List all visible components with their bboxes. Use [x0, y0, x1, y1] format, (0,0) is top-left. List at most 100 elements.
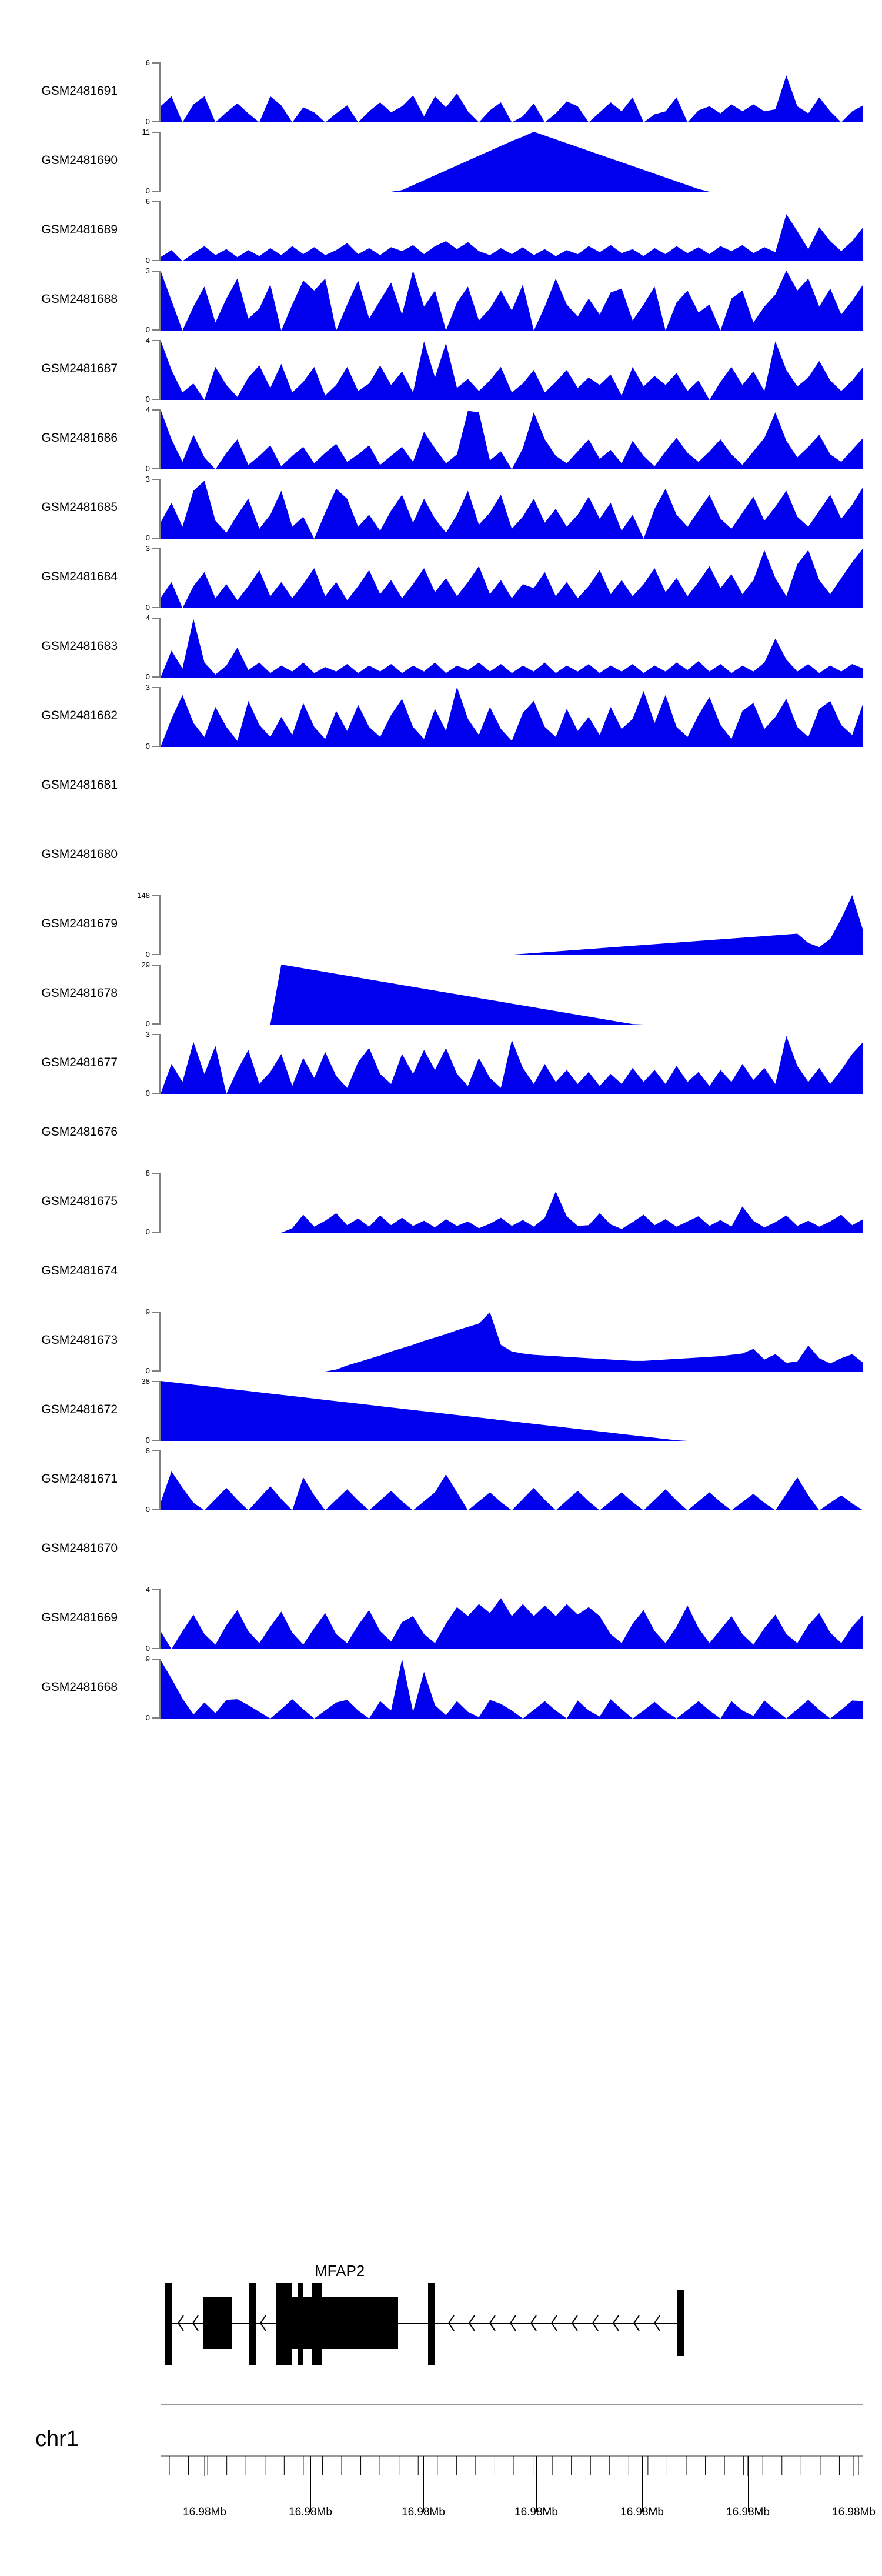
y-axis-min-label: 0 — [145, 1089, 150, 1097]
y-axis-tick-max — [152, 479, 161, 480]
y-axis-tick-min — [152, 1370, 161, 1372]
y-axis — [151, 618, 161, 678]
y-axis-tick-max — [152, 271, 161, 272]
coverage-area — [161, 271, 863, 331]
y-axis-tick-min — [152, 260, 161, 261]
chromosome-label: chr1 — [35, 2427, 79, 2451]
y-axis-min-label: 0 — [145, 186, 150, 195]
y-axis-min-label: 0 — [145, 1505, 150, 1514]
y-axis-line — [159, 62, 161, 122]
y-axis-tick-min — [152, 538, 161, 539]
y-axis-max-label: 148 — [137, 891, 150, 900]
y-axis-line — [159, 340, 161, 400]
y-axis-max-label: 4 — [145, 613, 150, 622]
coverage-area — [161, 1659, 863, 1719]
gene-model-track: MFAP2 — [0, 2258, 882, 2370]
coverage-area — [161, 965, 863, 1025]
coverage-track: GSM2481673 9 0 — [0, 1306, 882, 1375]
coverage-track: GSM2481687 4 0 — [0, 334, 882, 403]
y-axis-max-label: 3 — [145, 544, 150, 553]
coverage-area — [161, 687, 863, 747]
chromosome-axis-track: chr1 16.98Mb 16.98Mb 16.98Mb 16.98Mb 16.98Mb 1… — [0, 2400, 882, 2564]
y-axis-line — [159, 1312, 161, 1372]
y-axis-max-label: 4 — [145, 1585, 150, 1594]
coverage-track: GSM2481678 29 0 — [0, 959, 882, 1028]
y-axis — [151, 1381, 161, 1441]
y-axis-line — [159, 965, 161, 1025]
y-axis-min-label: 0 — [145, 117, 150, 126]
y-axis-max-label: 8 — [145, 1169, 150, 1177]
coverage-track: GSM2481677 3 0 — [0, 1028, 882, 1097]
y-axis-line — [159, 1659, 161, 1719]
track-label-GSM2481673: GSM2481673 — [41, 1333, 118, 1347]
gene-model-svg — [165, 2283, 684, 2365]
chromosome-tick-label: 16.98Mb — [832, 2506, 876, 2518]
y-axis-tick-min — [152, 676, 161, 678]
y-axis-tick-max — [152, 1450, 161, 1451]
y-axis-max-label: 9 — [145, 1654, 150, 1663]
coverage-area — [161, 409, 863, 469]
y-axis-tick-min — [152, 1717, 161, 1719]
y-axis-tick-min — [152, 191, 161, 192]
coverage-track: GSM2481680 — [0, 820, 882, 889]
coverage-track: GSM2481671 8 0 — [0, 1444, 882, 1514]
y-axis-tick-max — [152, 548, 161, 549]
y-axis-line — [159, 479, 161, 539]
track-label-GSM2481681: GSM2481681 — [41, 778, 118, 792]
coverage-area — [161, 201, 863, 261]
coverage-area — [161, 340, 863, 400]
y-axis-tick-min — [152, 1440, 161, 1441]
track-label-GSM2481687: GSM2481687 — [41, 362, 118, 375]
coverage-area — [161, 132, 863, 192]
track-label-GSM2481684: GSM2481684 — [41, 570, 118, 583]
track-label-GSM2481672: GSM2481672 — [41, 1403, 118, 1416]
track-label-GSM2481670: GSM2481670 — [41, 1541, 118, 1555]
y-axis — [151, 271, 161, 331]
coverage-track: GSM2481689 6 0 — [0, 195, 882, 265]
y-axis-tick-max — [152, 1312, 161, 1313]
y-axis-max-label: 8 — [145, 1446, 150, 1455]
coverage-track: GSM2481683 4 0 — [0, 612, 882, 681]
chromosome-tick-label: 16.98Mb — [726, 2506, 770, 2518]
y-axis-line — [159, 271, 161, 331]
y-axis-max-label: 4 — [145, 405, 150, 414]
coverage-track: GSM2481682 3 0 — [0, 681, 882, 750]
track-label-GSM2481678: GSM2481678 — [41, 986, 118, 1000]
chromosome-major-tick — [423, 2456, 424, 2512]
chromosome-tick-label: 16.98Mb — [183, 2506, 226, 2518]
track-label-GSM2481680: GSM2481680 — [41, 847, 118, 861]
y-axis-line — [159, 1450, 161, 1510]
coverage-track: GSM2481690 11 0 — [0, 126, 882, 195]
y-axis-tick-max — [152, 895, 161, 896]
coverage-area — [161, 1173, 863, 1233]
y-axis-tick-max — [152, 618, 161, 619]
coverage-track: GSM2481669 4 0 — [0, 1583, 882, 1653]
y-axis-max-label: 3 — [145, 266, 150, 275]
y-axis — [151, 409, 161, 469]
coverage-track: GSM2481672 38 0 — [0, 1375, 882, 1444]
y-axis-tick-min — [152, 399, 161, 400]
coverage-track: GSM2481675 8 0 — [0, 1167, 882, 1236]
y-axis-min-label: 0 — [145, 1436, 150, 1444]
y-axis-min-label: 0 — [145, 1713, 150, 1722]
y-axis-line — [159, 548, 161, 608]
y-axis-min-label: 0 — [145, 1227, 150, 1236]
coverage-area — [161, 548, 863, 608]
y-axis — [151, 1589, 161, 1649]
coverage-track: GSM2481688 3 0 — [0, 265, 882, 334]
y-axis-min-label: 0 — [145, 1019, 150, 1028]
track-label-GSM2481688: GSM2481688 — [41, 292, 118, 306]
coverage-area — [161, 1312, 863, 1372]
y-axis-max-label: 3 — [145, 475, 150, 483]
track-label-GSM2481677: GSM2481677 — [41, 1056, 118, 1069]
track-label-GSM2481676: GSM2481676 — [41, 1125, 118, 1139]
y-axis — [151, 895, 161, 955]
y-axis-tick-max — [152, 1034, 161, 1035]
y-axis-tick-max — [152, 409, 161, 411]
y-axis-tick-min — [152, 954, 161, 955]
y-axis-tick-min — [152, 1648, 161, 1649]
y-axis — [151, 1450, 161, 1510]
track-label-GSM2481691: GSM2481691 — [41, 84, 118, 98]
y-axis-tick-min — [152, 121, 161, 122]
